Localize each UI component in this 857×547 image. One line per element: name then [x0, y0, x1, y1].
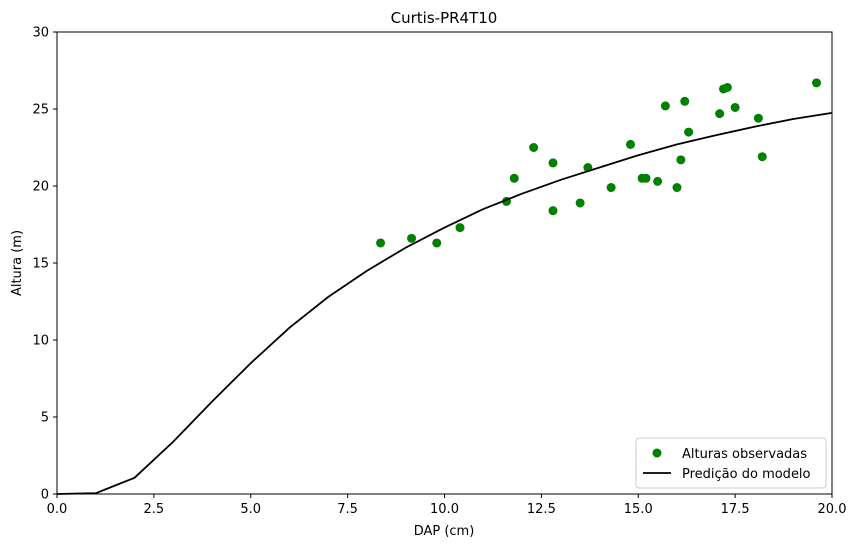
y-tick-label: 0 — [41, 488, 49, 503]
x-tick-label: 5.0 — [240, 502, 261, 517]
observed-point — [660, 101, 670, 111]
x-tick-label: 0.0 — [47, 502, 68, 517]
model-prediction-line — [56, 112, 833, 495]
y-tick-label: 20 — [32, 180, 49, 195]
y-tick-label: 5 — [41, 411, 49, 426]
x-tick-label: 17.5 — [721, 502, 750, 517]
observed-point — [606, 183, 616, 193]
y-tick-label: 30 — [32, 26, 49, 41]
observed-point — [575, 198, 585, 208]
y-tick-label: 25 — [32, 103, 49, 118]
observed-point — [722, 82, 732, 92]
observed-point — [757, 152, 767, 162]
legend-box — [635, 437, 827, 489]
legend-label-model: Predição do modelo — [682, 467, 811, 482]
legend-marker-observed — [652, 448, 662, 458]
observed-point — [548, 206, 558, 216]
x-tick-label: 2.5 — [144, 502, 165, 517]
x-tick-label: 10.0 — [430, 502, 459, 517]
observed-point — [548, 158, 558, 168]
observed-point — [676, 155, 686, 165]
observed-point — [684, 127, 694, 137]
observed-point — [529, 143, 539, 152]
x-axis-label: DAP (cm) — [414, 524, 475, 539]
observed-point — [672, 183, 682, 193]
observed-point — [653, 176, 663, 186]
x-tick-label: 20.0 — [818, 502, 847, 517]
observed-point — [432, 238, 442, 248]
chart-title: Curtis-PR4T10 — [391, 9, 498, 27]
observed-point — [715, 109, 725, 119]
observed-point — [680, 96, 690, 106]
plot-frame — [56, 31, 833, 495]
x-tick-label: 12.5 — [527, 502, 556, 517]
y-axis: 0 5 10 15 20 25 30 — [32, 26, 57, 503]
observed-point — [730, 102, 740, 112]
observed-point — [509, 173, 519, 183]
y-tick-label: 15 — [32, 257, 49, 272]
observed-point — [641, 173, 651, 183]
x-axis: 0.0 2.5 5.0 7.5 10.0 12.5 15.0 17.5 20.0 — [47, 494, 847, 517]
y-tick-label: 10 — [32, 334, 49, 349]
legend: Alturas observadas Predição do modelo — [635, 437, 827, 489]
x-tick-label: 15.0 — [624, 502, 653, 517]
plot-area — [56, 78, 833, 495]
y-axis-label: Altura (m) — [10, 230, 25, 296]
observed-point — [407, 233, 417, 243]
observed-point — [812, 78, 821, 88]
observed-point — [376, 238, 386, 248]
observed-point — [455, 223, 465, 233]
observed-point — [753, 113, 763, 123]
x-tick-label: 7.5 — [337, 502, 358, 517]
legend-label-observed: Alturas observadas — [682, 447, 807, 462]
observed-point — [626, 139, 635, 149]
